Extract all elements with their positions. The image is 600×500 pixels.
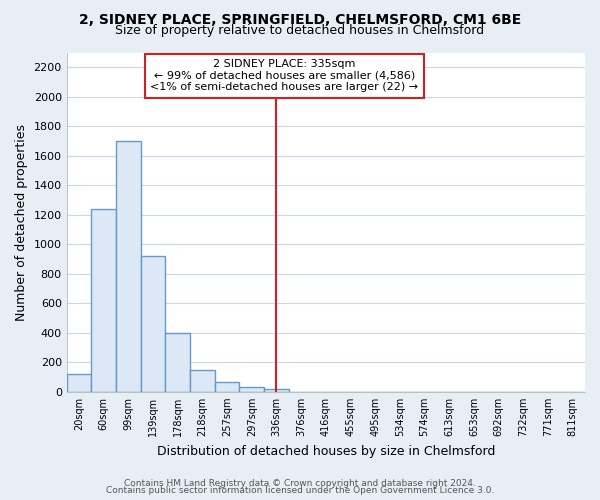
Bar	[239, 388, 264, 392]
Bar	[166, 333, 190, 392]
Bar	[116, 141, 141, 392]
Bar	[264, 389, 289, 392]
Bar	[215, 382, 239, 392]
Text: Size of property relative to detached houses in Chelmsford: Size of property relative to detached ho…	[115, 24, 485, 37]
Text: 2 SIDNEY PLACE: 335sqm
← 99% of detached houses are smaller (4,586)
<1% of semi-: 2 SIDNEY PLACE: 335sqm ← 99% of detached…	[151, 60, 418, 92]
X-axis label: Distribution of detached houses by size in Chelmsford: Distribution of detached houses by size …	[157, 444, 495, 458]
Bar	[91, 209, 116, 392]
Text: Contains HM Land Registry data © Crown copyright and database right 2024.: Contains HM Land Registry data © Crown c…	[124, 478, 476, 488]
Y-axis label: Number of detached properties: Number of detached properties	[15, 124, 28, 320]
Text: Contains public sector information licensed under the Open Government Licence 3.: Contains public sector information licen…	[106, 486, 494, 495]
Text: 2, SIDNEY PLACE, SPRINGFIELD, CHELMSFORD, CM1 6BE: 2, SIDNEY PLACE, SPRINGFIELD, CHELMSFORD…	[79, 12, 521, 26]
Bar	[141, 256, 166, 392]
Bar	[190, 370, 215, 392]
Bar	[67, 374, 91, 392]
